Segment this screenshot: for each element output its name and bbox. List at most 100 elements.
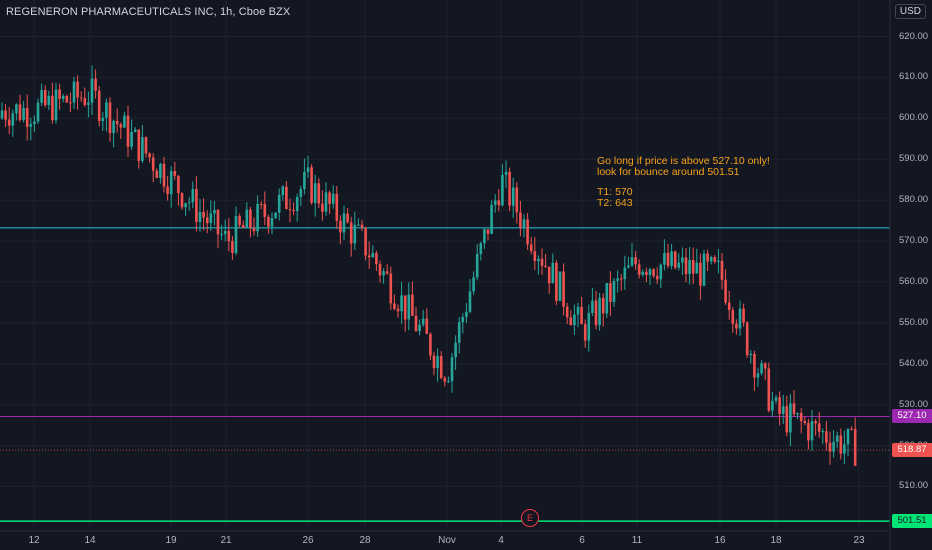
candle-body <box>605 283 609 314</box>
candle-body <box>234 215 238 254</box>
candle-body <box>418 324 421 331</box>
candle-body <box>159 163 162 178</box>
candlestick-series <box>0 65 857 467</box>
candle-body <box>252 228 256 232</box>
candle-body <box>263 204 267 217</box>
candle-body <box>821 431 825 433</box>
price-tick-label: 620.00 <box>899 30 929 42</box>
candle-body <box>807 422 810 441</box>
candle-body <box>565 306 569 318</box>
candle-body <box>616 278 619 281</box>
time-tick-label: 21 <box>220 535 232 546</box>
candle-body <box>544 265 547 267</box>
price-tag: 501.51 <box>892 514 932 529</box>
candle-body <box>465 311 468 317</box>
candle-body <box>25 107 29 127</box>
candle-body <box>137 129 141 161</box>
candle-body <box>778 397 781 415</box>
price-tick-label: 610.00 <box>899 71 929 83</box>
candle-body <box>846 428 850 445</box>
candle-body <box>522 219 526 229</box>
candle-body <box>205 217 209 224</box>
candle-body <box>645 271 648 276</box>
candle-body <box>115 120 119 125</box>
candle-body <box>443 378 447 382</box>
candle-body <box>803 421 807 423</box>
candle-body <box>760 363 763 374</box>
candle-body <box>609 283 612 302</box>
candle-body <box>407 294 411 320</box>
currency-selector[interactable]: USD <box>894 4 926 19</box>
candle-body <box>699 262 702 286</box>
candle-body <box>180 193 184 208</box>
candle-body <box>288 209 292 211</box>
candle-body <box>580 306 583 325</box>
candle-body <box>641 271 645 275</box>
candle-body <box>673 251 677 268</box>
candle-body <box>54 89 58 121</box>
price-tick-label: 540.00 <box>899 357 929 369</box>
candle-body <box>749 353 753 356</box>
trade-annotation: Go long if price is above 527.10 only! l… <box>597 156 770 209</box>
candle-body <box>51 95 54 121</box>
candle-body <box>256 203 259 232</box>
candle-body <box>112 120 115 134</box>
candle-body <box>195 189 198 222</box>
candle-body <box>483 229 486 244</box>
candle-body <box>310 167 313 203</box>
candle-body <box>468 291 472 312</box>
candle-body <box>306 167 310 173</box>
candle-body <box>141 137 144 161</box>
candle-body <box>727 302 731 311</box>
candle-body <box>43 90 47 106</box>
candle-body <box>789 403 792 433</box>
candle-body <box>825 431 828 443</box>
candle-body <box>479 243 483 255</box>
candle-body <box>69 102 72 104</box>
candle-body <box>40 90 43 103</box>
candle-body <box>688 259 691 275</box>
time-tick-label: 23 <box>853 535 865 546</box>
candle-body <box>335 193 339 221</box>
candle-body <box>738 308 742 329</box>
candle-body <box>378 264 382 276</box>
candle-body <box>569 317 573 326</box>
candle-body <box>576 306 580 315</box>
price-tick-label: 510.00 <box>899 480 929 492</box>
candle-body <box>735 323 738 329</box>
candle-body <box>317 183 321 204</box>
candle-body <box>591 300 594 313</box>
candle-body <box>360 224 364 228</box>
candle-body <box>72 81 76 103</box>
candle-body <box>274 212 277 219</box>
candle-body <box>270 218 274 227</box>
candle-body <box>400 295 403 312</box>
candle-body <box>551 262 555 284</box>
candle-body <box>285 186 288 210</box>
candle-body <box>763 363 767 369</box>
candle-body <box>454 342 457 358</box>
candle-body <box>547 266 551 284</box>
candle-body <box>33 121 36 125</box>
candle-body <box>11 113 15 126</box>
symbol-title: REGENERON PHARMACEUTICALS INC, 1h, Cboe … <box>6 6 291 18</box>
candle-body <box>47 95 51 106</box>
candle-body <box>220 234 223 236</box>
candle-body <box>403 295 407 320</box>
candle-body <box>191 189 195 203</box>
candle-body <box>439 356 443 379</box>
candle-body <box>126 115 130 147</box>
candle-body <box>753 353 756 378</box>
candle-body <box>209 213 213 224</box>
time-tick-label: 16 <box>714 535 726 546</box>
candle-body <box>58 89 61 99</box>
candle-body <box>353 224 357 244</box>
candle-body <box>213 210 216 214</box>
candle-body <box>393 303 396 309</box>
candle-body <box>411 294 414 316</box>
candle-body <box>706 253 709 262</box>
time-tick-label: 14 <box>84 535 96 546</box>
earnings-marker[interactable]: E <box>521 509 539 527</box>
candle-body <box>18 104 22 120</box>
